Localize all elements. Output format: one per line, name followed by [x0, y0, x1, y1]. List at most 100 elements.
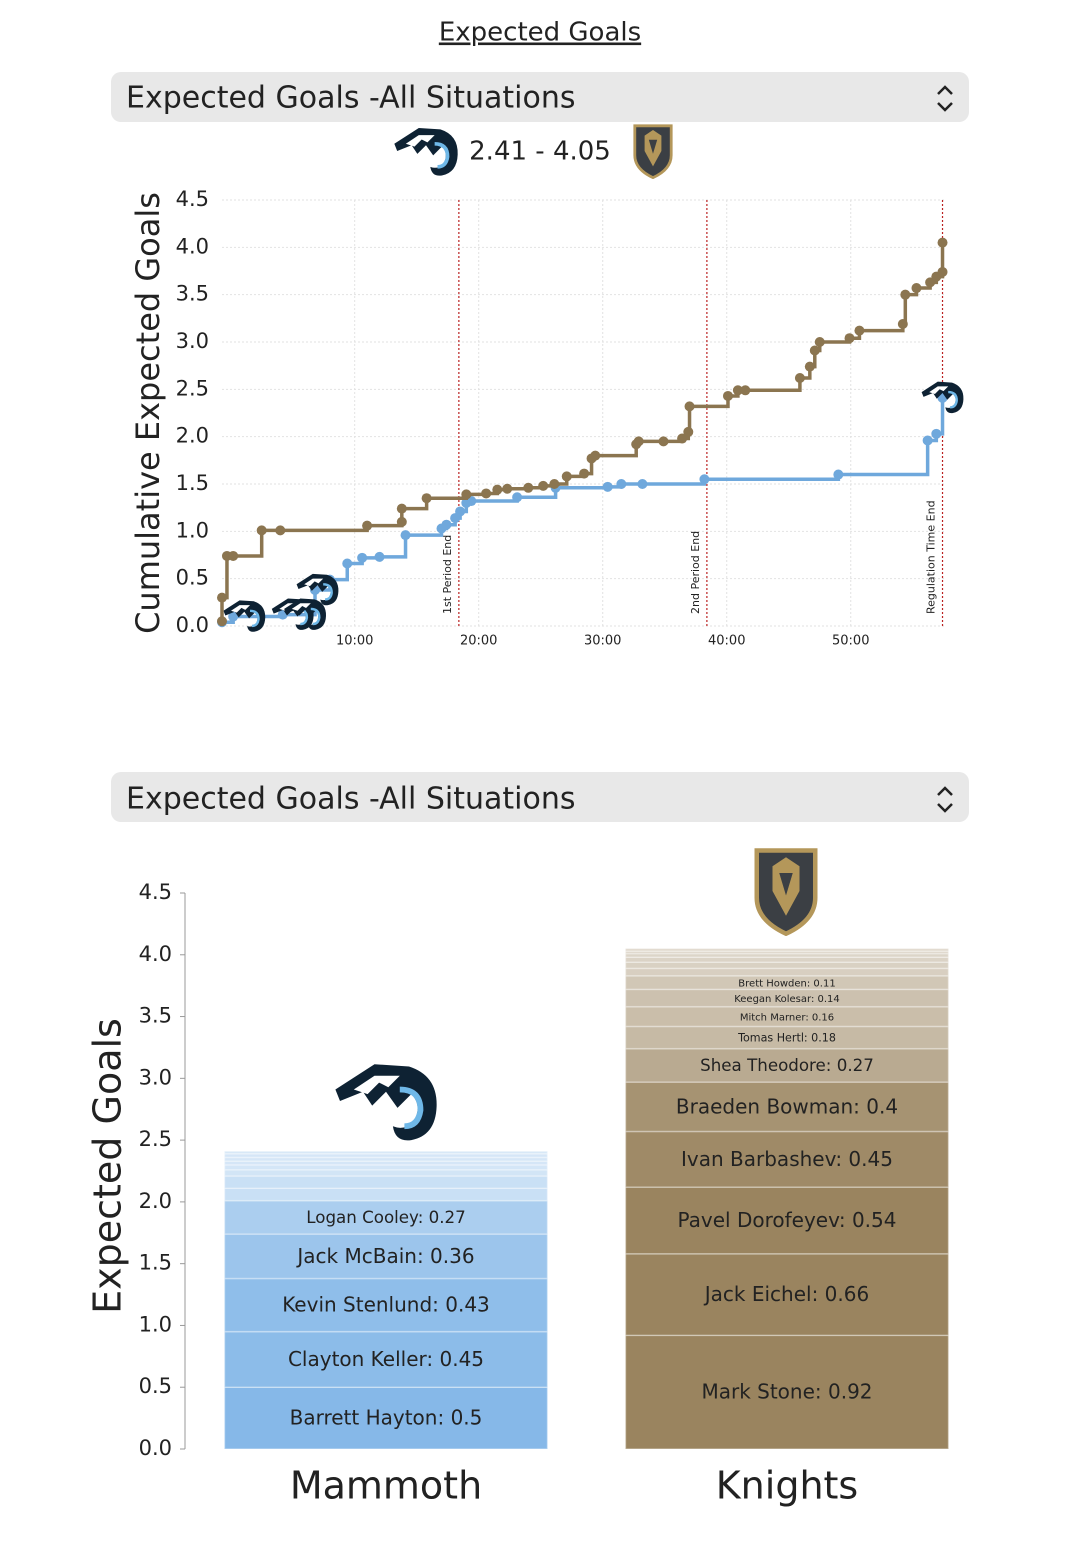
y-tick-label: 2.5 [176, 376, 209, 400]
select-chevron[interactable] [937, 85, 953, 112]
segment-label: Pavel Dorofeyev: 0.54 [678, 1208, 897, 1232]
bar-segment [223, 1169, 549, 1177]
xg-point [804, 361, 815, 372]
bar-segment [223, 1330, 549, 1388]
bar-segment [223, 1150, 549, 1155]
y-tick-label: 1.0 [176, 518, 209, 542]
select-label[interactable]: Expected Goals -All Situations [126, 782, 576, 817]
xg-point [342, 558, 353, 569]
xg-point [549, 479, 560, 489]
xg-point [809, 345, 820, 356]
y-tick-label: 1.0 [139, 1312, 172, 1336]
team-logo [757, 851, 816, 934]
score: 2.41 - 4.05 [469, 137, 611, 167]
bar-segment [223, 1175, 549, 1190]
xg-point [275, 525, 286, 536]
bar-segment [624, 947, 950, 952]
select-chevron[interactable] [937, 786, 953, 813]
xg-point [814, 337, 825, 347]
xg-point [590, 450, 601, 461]
xg-point [900, 289, 911, 300]
y-tick-label: 4.0 [139, 942, 172, 966]
bar-segment [223, 1386, 549, 1450]
y-tick-label: 3.0 [139, 1065, 172, 1089]
xg-point [722, 390, 733, 401]
y-tick-label: 0.5 [176, 566, 209, 590]
y-tick-label: 1.5 [176, 471, 209, 495]
segment-label: Barrett Hayton: 0.5 [290, 1406, 483, 1430]
bar-segment [624, 975, 950, 991]
bar-segment [624, 961, 950, 970]
page-title: Expected Goals [439, 18, 641, 48]
x-tick-label: 10:00 [336, 634, 373, 649]
xg-point [217, 616, 227, 627]
bar-segment [624, 1253, 950, 1337]
team-logo [335, 1064, 436, 1140]
x-category-label: Knights [716, 1464, 858, 1508]
bar-segment [624, 1047, 950, 1083]
y-tick-label: 1.5 [139, 1251, 172, 1275]
bar-segment [223, 1187, 549, 1202]
xg-point [633, 436, 644, 447]
xg-point [441, 519, 452, 530]
situation-select[interactable]: Expected Goals -All Situations [111, 772, 969, 822]
y-tick-label: 2.0 [176, 424, 209, 448]
xg-point [658, 436, 669, 447]
xg-point [922, 435, 933, 446]
segment-label: Shea Theodore: 0.27 [700, 1056, 874, 1075]
xg-point [699, 474, 710, 485]
xg-point [538, 480, 549, 491]
situation-select[interactable]: Expected Goals -All Situations [111, 72, 969, 122]
select-label[interactable]: Expected Goals -All Situations [126, 81, 576, 116]
bar-segment [223, 1199, 549, 1235]
bar-segment [223, 1160, 549, 1166]
xg-point [602, 481, 613, 492]
xg-point [523, 482, 534, 493]
xg-point [362, 520, 373, 531]
select-box[interactable] [111, 72, 969, 122]
bar-segment [624, 988, 950, 1008]
team-logo [392, 126, 460, 178]
xg-point [481, 488, 492, 499]
line-chart: 0.0 0.5 1.0 1.5 2.0 2.5 3.0 3.5 4.0 4.5 10:00 20:00… [129, 187, 965, 649]
xg-point [740, 385, 751, 396]
team-logo [633, 124, 673, 179]
bar-segment [223, 1233, 549, 1280]
xg-point [421, 493, 432, 504]
xg-point [217, 592, 227, 603]
xg-point [400, 530, 411, 541]
xg-point [897, 319, 908, 330]
segment-label: Keegan Kolesar: 0.14 [734, 994, 840, 1005]
bar-segment [624, 950, 950, 955]
bar-segment [624, 1130, 950, 1188]
y-tick-label: 4.5 [139, 880, 172, 904]
segment-label: Jack Eichel: 0.66 [703, 1282, 869, 1306]
bar-segment [624, 1334, 950, 1450]
xg-point [794, 372, 805, 383]
xg-line [220, 242, 945, 622]
y-tick-label: 0.0 [176, 613, 209, 637]
x-tick-label: 20:00 [460, 634, 497, 649]
segment-label: Logan Cooley: 0.27 [306, 1208, 465, 1227]
y-tick-label: 3.5 [176, 282, 209, 306]
xg-point [683, 426, 694, 437]
period-label: 1st Period End [441, 535, 454, 614]
bar-segment [223, 1156, 549, 1162]
xg-point [396, 516, 407, 527]
period-label: 2nd Period End [689, 531, 702, 614]
xg-point [684, 401, 695, 412]
xg-point [374, 551, 385, 562]
xg-point [228, 611, 239, 622]
y-tick-label: 2.5 [139, 1127, 172, 1151]
xg-point [512, 492, 523, 503]
xg-point [461, 489, 472, 500]
xg-point [854, 325, 865, 336]
bar-segment [624, 956, 950, 963]
segment-label: Clayton Keller: 0.45 [288, 1347, 484, 1371]
xg-point [833, 469, 844, 480]
xg-point [502, 483, 513, 494]
select-box[interactable] [111, 772, 969, 822]
bar-segment [624, 1081, 950, 1133]
segment-label: Mark Stone: 0.92 [701, 1380, 872, 1404]
